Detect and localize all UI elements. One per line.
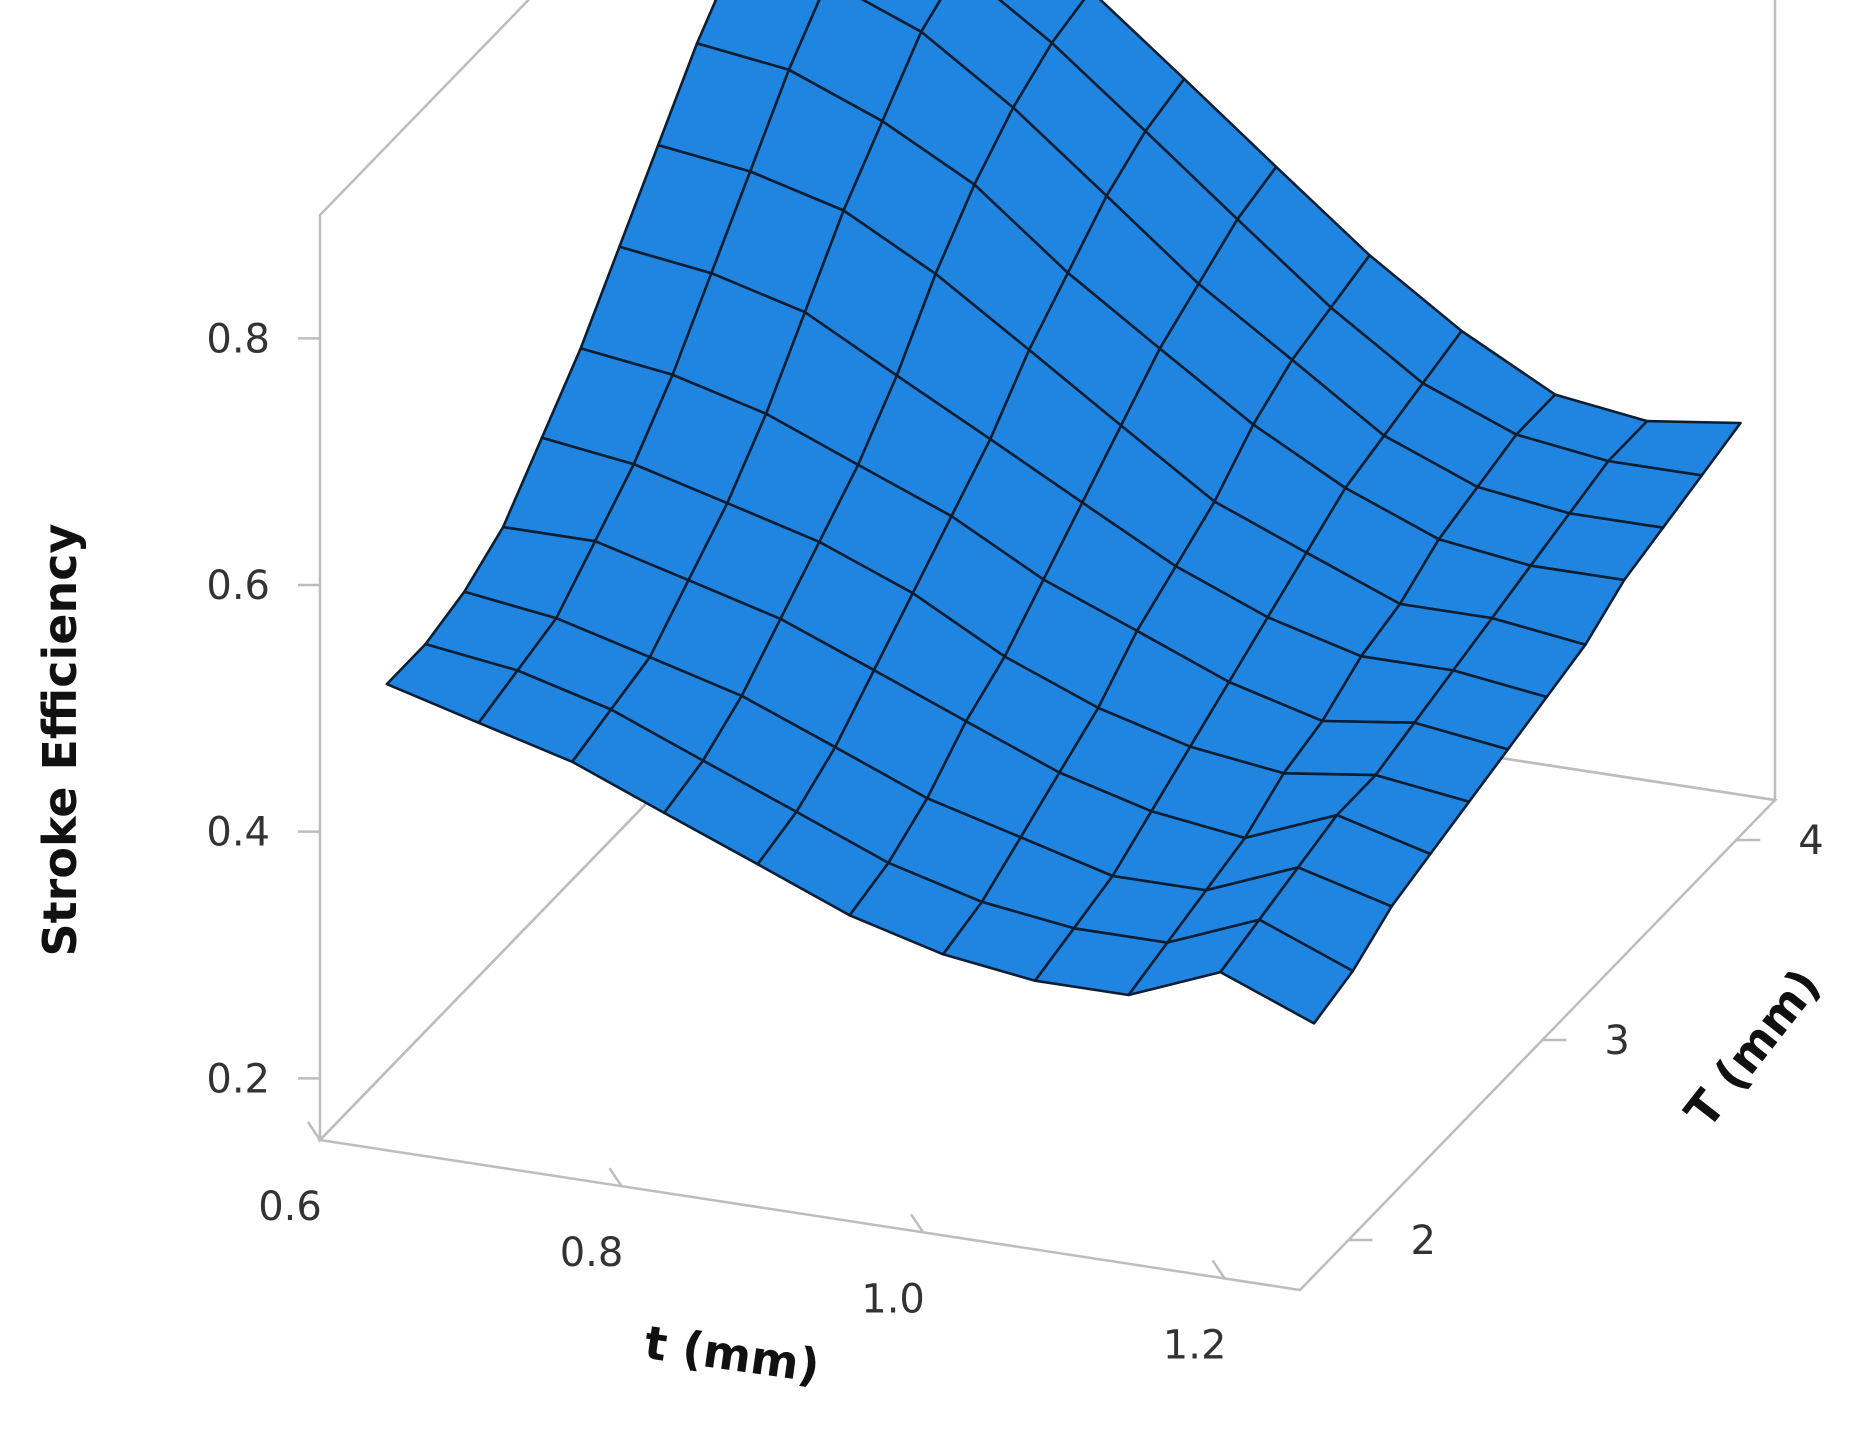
z-tick-label: 0.4: [206, 810, 270, 856]
z-tick-label: 0.6: [206, 563, 270, 609]
axis-ticks: [298, 337, 1761, 1280]
x-tick-label: 1.2: [1163, 1322, 1227, 1368]
z-tick-label: 0.2: [206, 1056, 270, 1102]
y-tick-label: 4: [1798, 818, 1823, 864]
x-tick: [1211, 1259, 1226, 1280]
box-left-wall: [318, 0, 797, 1144]
y-tick-label: 2: [1410, 1218, 1435, 1264]
x-axis-title: t (mm): [641, 1315, 823, 1393]
x-tick-label: 0.8: [560, 1230, 624, 1276]
axis-tick-labels: 0.2 0.4 0.6 0.8 0.6 0.8 1.0 1.2 2 3 4: [206, 316, 1823, 1368]
z-tick-label: 0.8: [206, 316, 270, 362]
x-tick-label: 0.6: [258, 1184, 322, 1230]
x-tick-label: 1.0: [861, 1276, 925, 1322]
y-axis-title: T (mm): [1674, 959, 1831, 1138]
x-tick: [910, 1213, 925, 1234]
x-tick: [306, 1121, 322, 1141]
response-surface: [385, 0, 1742, 1025]
y-tick-label: 3: [1604, 1018, 1629, 1064]
x-tick: [608, 1167, 623, 1187]
z-axis-title: Stroke Efficiency: [33, 524, 87, 957]
surface-cell: [1219, 918, 1355, 1025]
